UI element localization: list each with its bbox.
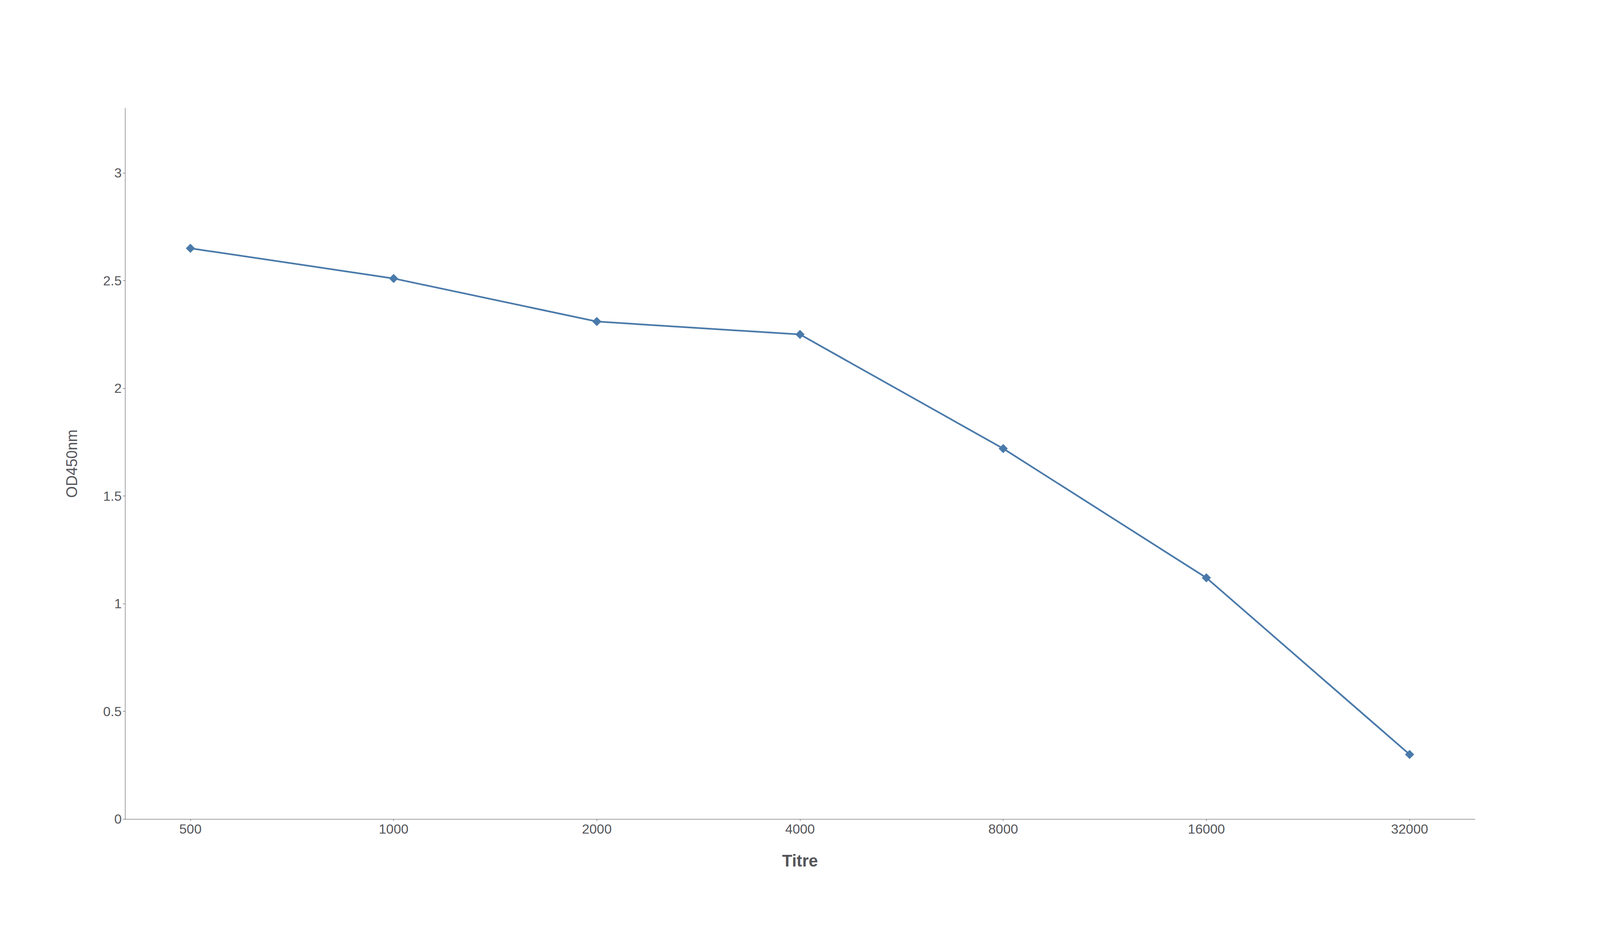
svg-text:1: 1: [114, 596, 122, 612]
svg-text:0: 0: [114, 811, 122, 827]
svg-text:16000: 16000: [1187, 821, 1225, 837]
svg-text:1.5: 1.5: [103, 488, 122, 504]
svg-text:8000: 8000: [988, 821, 1018, 837]
svg-text:3: 3: [114, 165, 122, 181]
svg-text:2.5: 2.5: [103, 273, 122, 289]
svg-text:4000: 4000: [785, 821, 815, 837]
svg-text:Titre: Titre: [782, 851, 818, 870]
svg-text:OD450nm: OD450nm: [63, 429, 81, 498]
svg-text:2000: 2000: [582, 821, 612, 837]
svg-text:0.5: 0.5: [103, 704, 122, 720]
svg-text:32000: 32000: [1391, 821, 1429, 837]
svg-text:2: 2: [114, 380, 122, 396]
svg-text:500: 500: [179, 821, 202, 837]
svg-text:1000: 1000: [378, 821, 409, 837]
